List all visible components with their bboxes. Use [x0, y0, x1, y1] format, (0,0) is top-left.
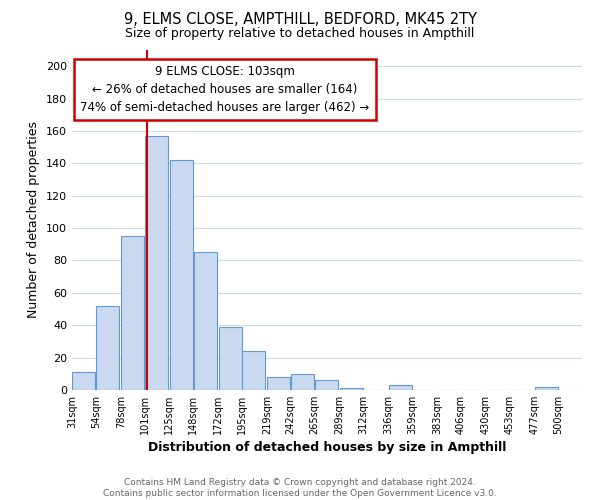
Text: 9, ELMS CLOSE, AMPTHILL, BEDFORD, MK45 2TY: 9, ELMS CLOSE, AMPTHILL, BEDFORD, MK45 2…	[124, 12, 476, 28]
Bar	[535, 387, 558, 390]
Bar	[218, 327, 242, 390]
Text: Contains HM Land Registry data © Crown copyright and database right 2024.
Contai: Contains HM Land Registry data © Crown c…	[103, 478, 497, 498]
Bar	[242, 351, 265, 390]
Bar	[96, 306, 119, 390]
Bar	[145, 136, 168, 390]
X-axis label: Distribution of detached houses by size in Ampthill: Distribution of detached houses by size …	[148, 441, 506, 454]
Y-axis label: Number of detached properties: Number of detached properties	[28, 122, 40, 318]
Bar	[340, 388, 363, 390]
Bar	[194, 252, 217, 390]
Bar	[267, 377, 290, 390]
Bar	[389, 385, 412, 390]
Text: Size of property relative to detached houses in Ampthill: Size of property relative to detached ho…	[125, 28, 475, 40]
Bar	[121, 236, 144, 390]
Bar	[170, 160, 193, 390]
Bar	[291, 374, 314, 390]
Bar	[73, 372, 95, 390]
Bar	[315, 380, 338, 390]
Text: 9 ELMS CLOSE: 103sqm
← 26% of detached houses are smaller (164)
74% of semi-deta: 9 ELMS CLOSE: 103sqm ← 26% of detached h…	[80, 66, 370, 114]
